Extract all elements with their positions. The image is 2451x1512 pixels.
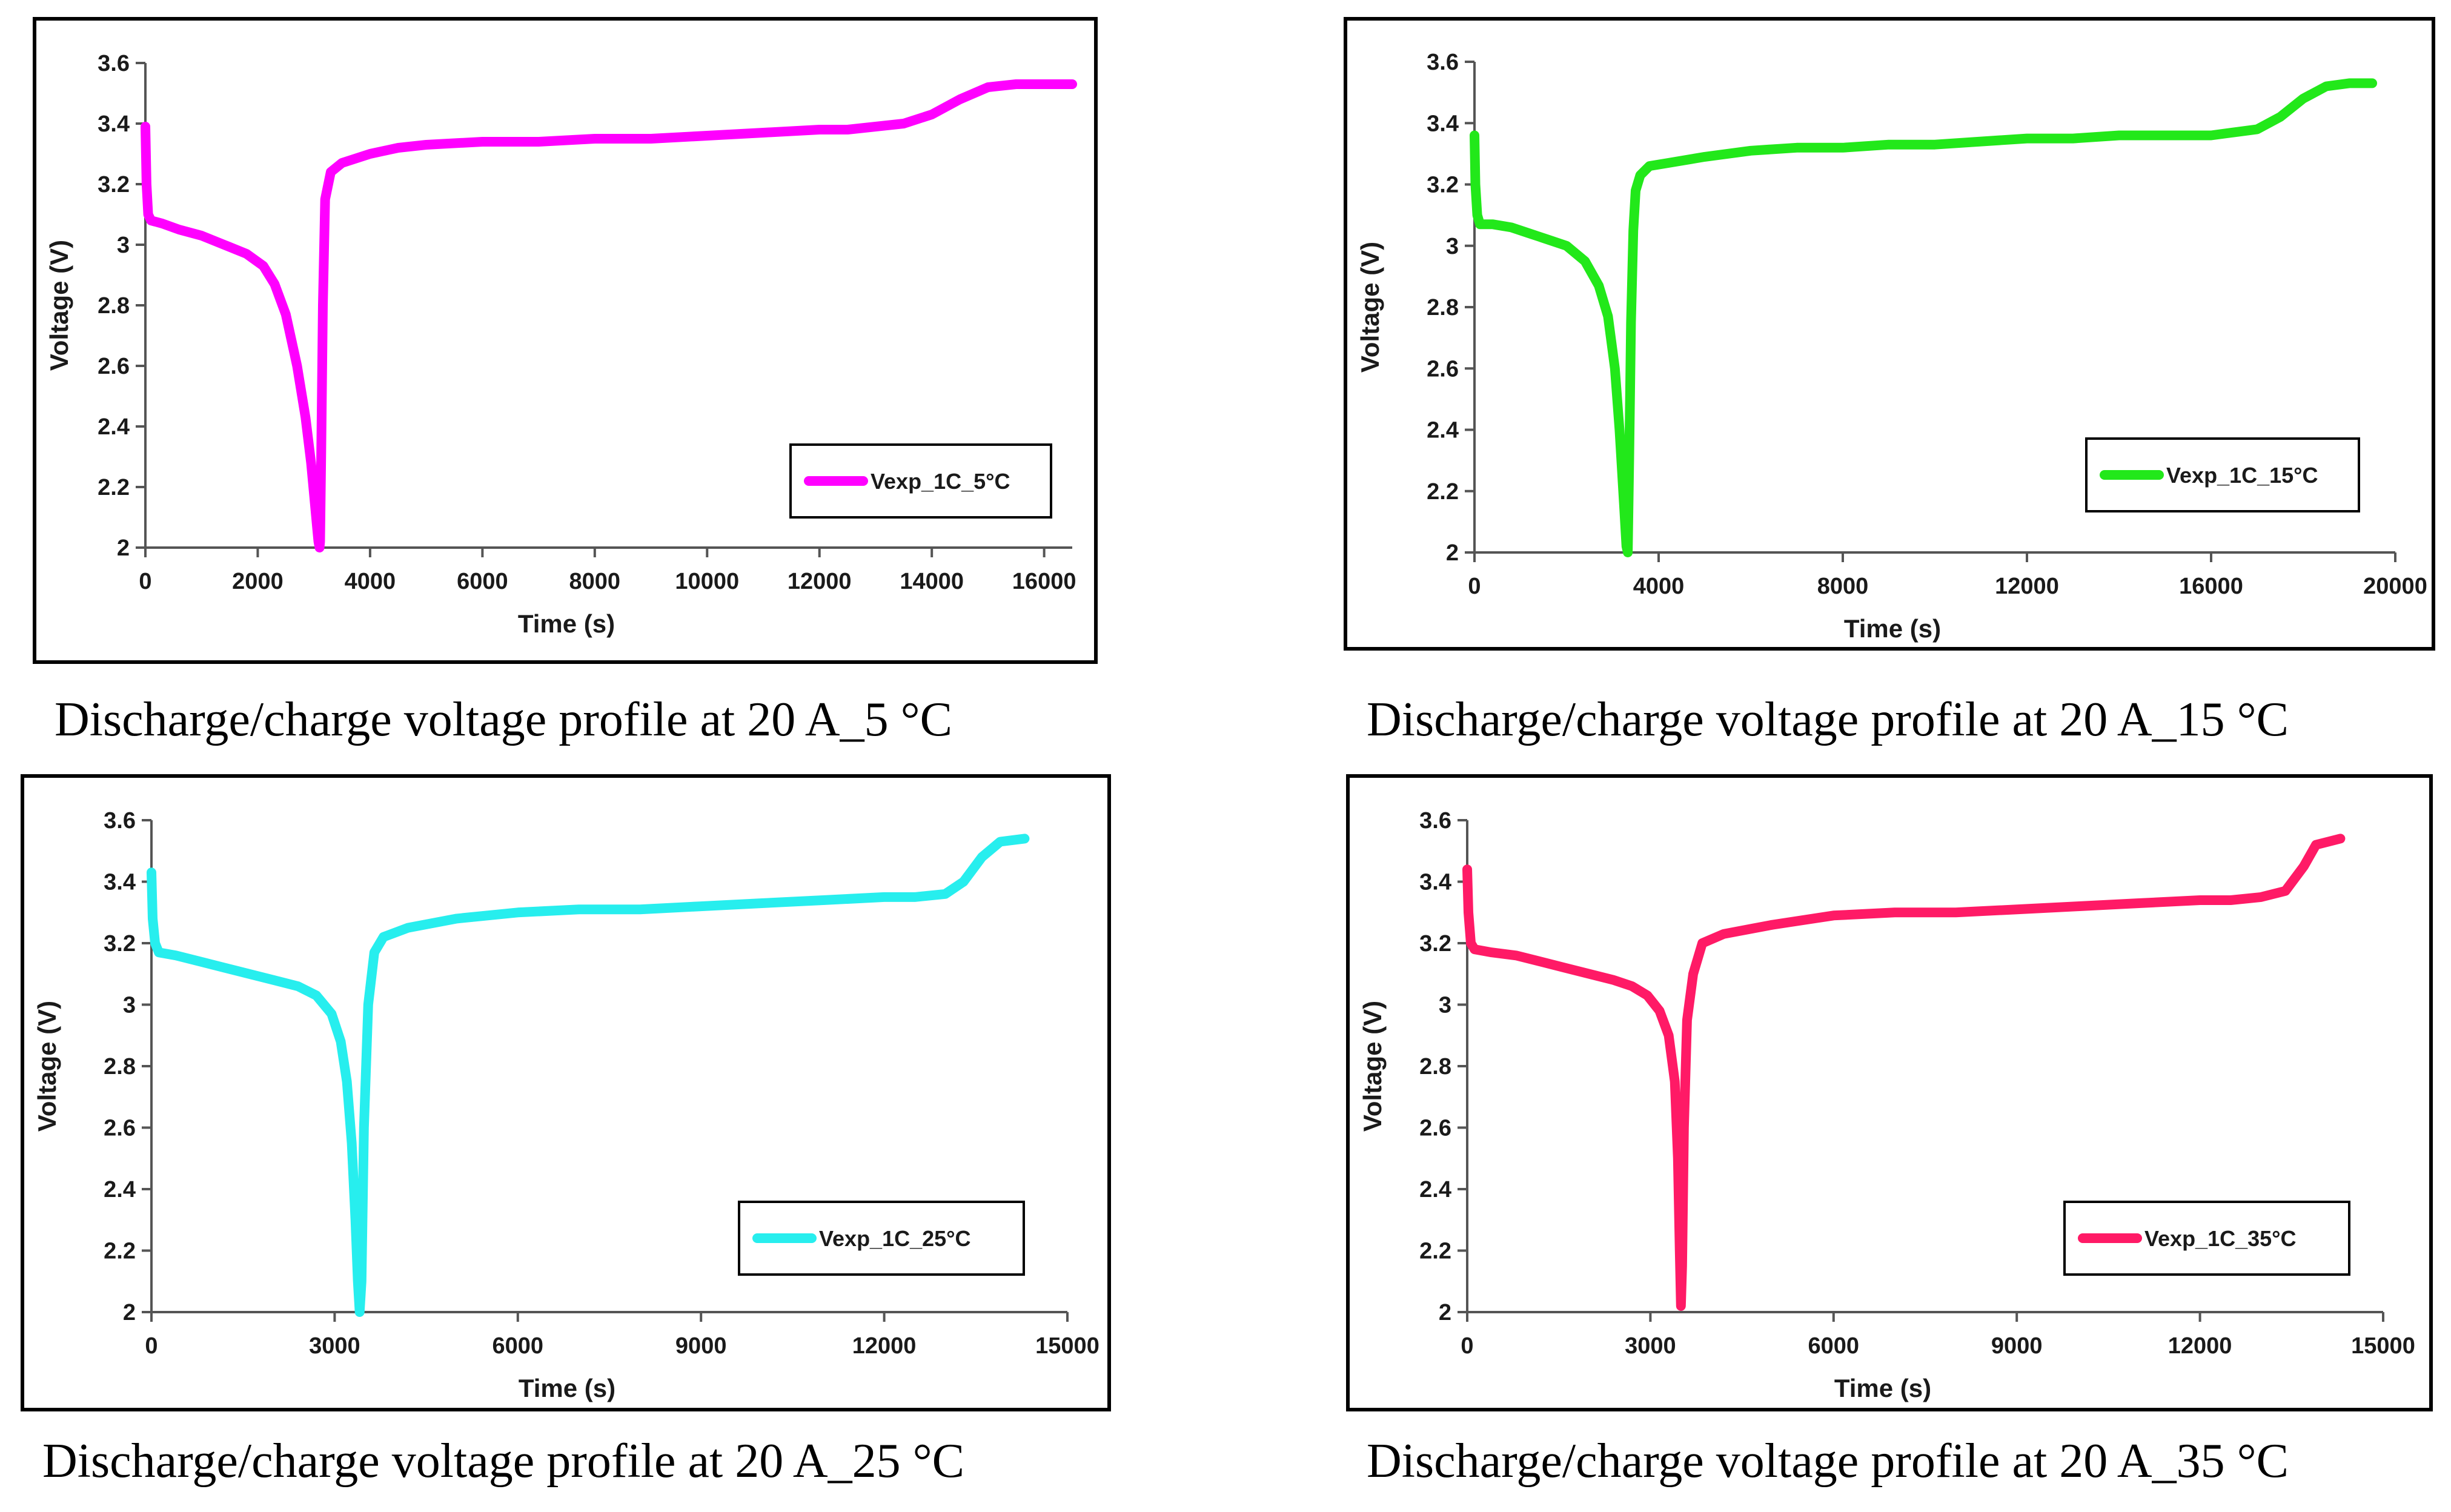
series-line-5c	[141, 79, 1077, 552]
y-axis-title: Voltage (V)	[1356, 242, 1384, 373]
voltage-chart-25c: 2 2.2 2.4 2.6 2.8 3 3.2 3.4 3.6 0 3000 6000 9000 1200…	[33, 808, 1099, 1402]
x-axis-title: Time (s)	[1834, 1374, 1931, 1402]
y-tick-label: 2.8	[1427, 295, 1459, 320]
chart-caption-35c: Discharge/charge voltage profile at 20 A…	[1367, 1434, 2289, 1488]
x-tick-label: 4000	[1633, 574, 1685, 599]
y-tick-label: 3.2	[1427, 173, 1459, 198]
y-tick-label: 2.2	[98, 475, 130, 500]
legend-35c: Vexp_1C_35°C	[2063, 1201, 2350, 1276]
y-tick-label: 2.6	[104, 1116, 136, 1141]
y-axis-title: Voltage (V)	[45, 240, 73, 371]
x-tick-label: 9000	[1991, 1333, 2043, 1359]
x-tick-label: 15000	[2351, 1333, 2415, 1359]
y-tick-label: 3.2	[1419, 931, 1451, 957]
series-line-35c	[1462, 834, 2346, 1311]
x-tick-label: 20000	[2363, 574, 2427, 599]
x-tick-label: 4000	[345, 569, 396, 594]
y-tick-label: 2.4	[104, 1177, 136, 1202]
legend-25c: Vexp_1C_25°C	[738, 1201, 1025, 1276]
x-tick-label: 9000	[675, 1333, 727, 1359]
y-tick-label: 3.4	[98, 111, 130, 137]
y-tick-label: 3.6	[1419, 808, 1451, 834]
x-tick-label: 14000	[900, 569, 964, 594]
y-axis-title: Voltage (V)	[33, 1001, 61, 1132]
legend-15c: Vexp_1C_15°C	[2085, 437, 2360, 512]
x-axis-title: Time (s)	[518, 609, 615, 638]
y-tick-label: 3.6	[104, 808, 136, 834]
chart-caption-15c: Discharge/charge voltage profile at 20 A…	[1367, 693, 2289, 746]
y-tick-label: 2.4	[98, 414, 130, 440]
x-tick-label: 6000	[493, 1333, 544, 1359]
x-tick-label: 0	[145, 1333, 158, 1359]
y-tick-label: 3.6	[98, 51, 130, 76]
y-tick-label: 3.6	[1427, 50, 1459, 75]
y-tick-label: 3.2	[104, 931, 136, 957]
x-tick-label: 3000	[309, 1333, 360, 1359]
y-tick-label: 2.4	[1427, 418, 1459, 443]
x-tick-label: 6000	[457, 569, 508, 594]
y-tick-label: 3	[117, 233, 130, 258]
y-tick-label: 2.2	[1419, 1239, 1451, 1264]
x-tick-label: 16000	[1012, 569, 1076, 594]
x-tick-label: 12000	[788, 569, 852, 594]
y-tick-label: 2.8	[98, 293, 130, 319]
chart-caption-25c: Discharge/charge voltage profile at 20 A…	[42, 1434, 964, 1488]
y-tick-label: 3	[1446, 234, 1459, 259]
y-tick-label: 3.4	[104, 870, 136, 895]
y-tick-label: 2.6	[1427, 356, 1459, 382]
y-tick-label: 2.6	[98, 354, 130, 379]
y-tick-label: 2.2	[104, 1239, 136, 1264]
x-tick-label: 0	[1468, 574, 1481, 599]
x-tick-label: 16000	[2179, 574, 2243, 599]
chart-caption-5c: Discharge/charge voltage profile at 20 A…	[55, 693, 952, 746]
voltage-chart-5c: 2 2.2 2.4 2.6 2.8 3 3.2 3.4 3.6 0 2000 4000 6000 8000…	[45, 51, 1077, 638]
y-tick-label: 2.4	[1419, 1177, 1451, 1202]
y-axis-title: Voltage (V)	[1358, 1001, 1387, 1132]
x-tick-label: 3000	[1625, 1333, 1676, 1359]
x-tick-label: 0	[1461, 1333, 1473, 1359]
legend-5c: Vexp_1C_5°C	[789, 443, 1052, 519]
y-tick-label: 2	[123, 1300, 136, 1325]
x-tick-label: 12000	[2168, 1333, 2232, 1359]
legend-label: Vexp_1C_5°C	[871, 469, 1010, 494]
series-line-25c	[147, 834, 1030, 1317]
y-tick-label: 3	[123, 993, 136, 1018]
y-tick-label: 2	[117, 536, 130, 561]
y-tick-label: 2.6	[1419, 1116, 1451, 1141]
x-tick-label: 2000	[232, 569, 284, 594]
y-tick-label: 3.4	[1419, 870, 1451, 895]
x-tick-label: 8000	[1817, 574, 1869, 599]
voltage-chart-35c: 2 2.2 2.4 2.6 2.8 3 3.2 3.4 3.6 0 3000 6000 9000 1200…	[1358, 808, 2415, 1402]
x-axis-title: Time (s)	[519, 1374, 615, 1402]
y-tick-label: 3.4	[1427, 111, 1459, 136]
y-tick-label: 3	[1439, 993, 1451, 1018]
series-line-15c	[1470, 78, 2377, 557]
x-tick-label: 8000	[569, 569, 621, 594]
chart-panel-15c: 2 2.2 2.4 2.6 2.8 3 3.2 3.4 3.6 0 4000 8000 12000 160…	[1344, 17, 2435, 651]
y-tick-label: 2	[1446, 540, 1459, 566]
x-tick-label: 6000	[1808, 1333, 1860, 1359]
chart-panel-35c: 2 2.2 2.4 2.6 2.8 3 3.2 3.4 3.6 0 3000 6000 9000 1200…	[1346, 774, 2433, 1411]
chart-panel-25c: 2 2.2 2.4 2.6 2.8 3 3.2 3.4 3.6 0 3000 6000 9000 1200…	[21, 774, 1111, 1411]
x-tick-label: 0	[139, 569, 151, 594]
y-tick-label: 2.8	[104, 1054, 136, 1079]
legend-label: Vexp_1C_15°C	[2166, 463, 2318, 488]
y-tick-label: 2	[1439, 1300, 1451, 1325]
legend-label: Vexp_1C_25°C	[819, 1226, 971, 1251]
voltage-chart-15c: 2 2.2 2.4 2.6 2.8 3 3.2 3.4 3.6 0 4000 8000 12000 160…	[1356, 50, 2427, 643]
x-tick-label: 12000	[1995, 574, 2059, 599]
y-tick-label: 3.2	[98, 172, 130, 197]
x-tick-label: 12000	[852, 1333, 917, 1359]
chart-panel-5c: 2 2.2 2.4 2.6 2.8 3 3.2 3.4 3.6 0 2000 4000 6000 8000…	[33, 17, 1098, 664]
x-tick-label: 15000	[1035, 1333, 1099, 1359]
y-tick-label: 2.8	[1419, 1054, 1451, 1079]
x-tick-label: 10000	[675, 569, 739, 594]
legend-label: Vexp_1C_35°C	[2144, 1226, 2297, 1251]
y-tick-label: 2.2	[1427, 479, 1459, 505]
x-axis-title: Time (s)	[1844, 614, 1941, 643]
